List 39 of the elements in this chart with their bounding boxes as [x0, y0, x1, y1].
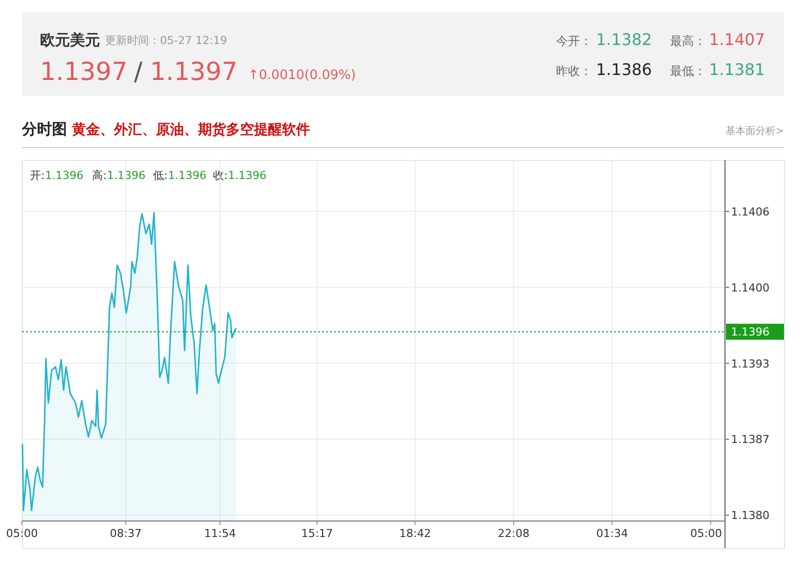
- y-tick-label: 1.1393: [731, 357, 770, 370]
- text: 1.1382: [596, 30, 652, 49]
- text: 今开：: [556, 34, 592, 48]
- text: 昨收：: [556, 64, 592, 78]
- text: 1.1397: [150, 57, 238, 86]
- x-tick-label: 15:17: [301, 527, 333, 540]
- annotation: 1.1396: [45, 169, 84, 182]
- x-tick-label: 05:00: [6, 527, 38, 540]
- text: 1.1397: [40, 57, 128, 86]
- text: 最低：: [670, 64, 706, 78]
- annotation: 高:: [92, 169, 107, 182]
- ref-line-label: 1.1396: [731, 326, 770, 339]
- annotation: 1.1396: [107, 169, 146, 182]
- x-tick-label: 05:00: [690, 527, 722, 540]
- y-tick-label: 1.1380: [731, 509, 770, 522]
- y-tick-label: 1.1406: [731, 205, 770, 218]
- text: 1.1386: [596, 60, 652, 79]
- x-tick-label: 11:54: [204, 527, 236, 540]
- annotation: 收:: [213, 169, 228, 182]
- text: 1.1381: [709, 60, 765, 79]
- text: ↑0.0010(0.09%): [248, 68, 356, 83]
- annotation: 1.1396: [228, 169, 266, 182]
- annotation: 低:: [153, 169, 168, 182]
- y-tick-label: 1.1387: [731, 433, 770, 446]
- x-tick-label: 22:08: [498, 527, 530, 540]
- text: 最高：: [670, 34, 706, 48]
- annotation: 开:: [30, 169, 45, 182]
- text: 分时图: [21, 120, 67, 138]
- text: 基本面分析>: [726, 125, 784, 137]
- y-tick-label: 1.1400: [731, 281, 770, 294]
- text: 黄金、外汇、原油、期货多空提醒软件: [71, 121, 310, 138]
- x-tick-label: 18:42: [399, 527, 431, 540]
- x-tick-label: 08:37: [110, 527, 142, 540]
- text: 欧元美元: [40, 31, 100, 49]
- text: 1.1407: [709, 30, 765, 49]
- text: 更新时间：05-27 12:19: [105, 34, 228, 47]
- x-tick-label: 01:34: [596, 527, 628, 540]
- text: /: [134, 57, 143, 86]
- annotation: 1.1396: [168, 169, 206, 182]
